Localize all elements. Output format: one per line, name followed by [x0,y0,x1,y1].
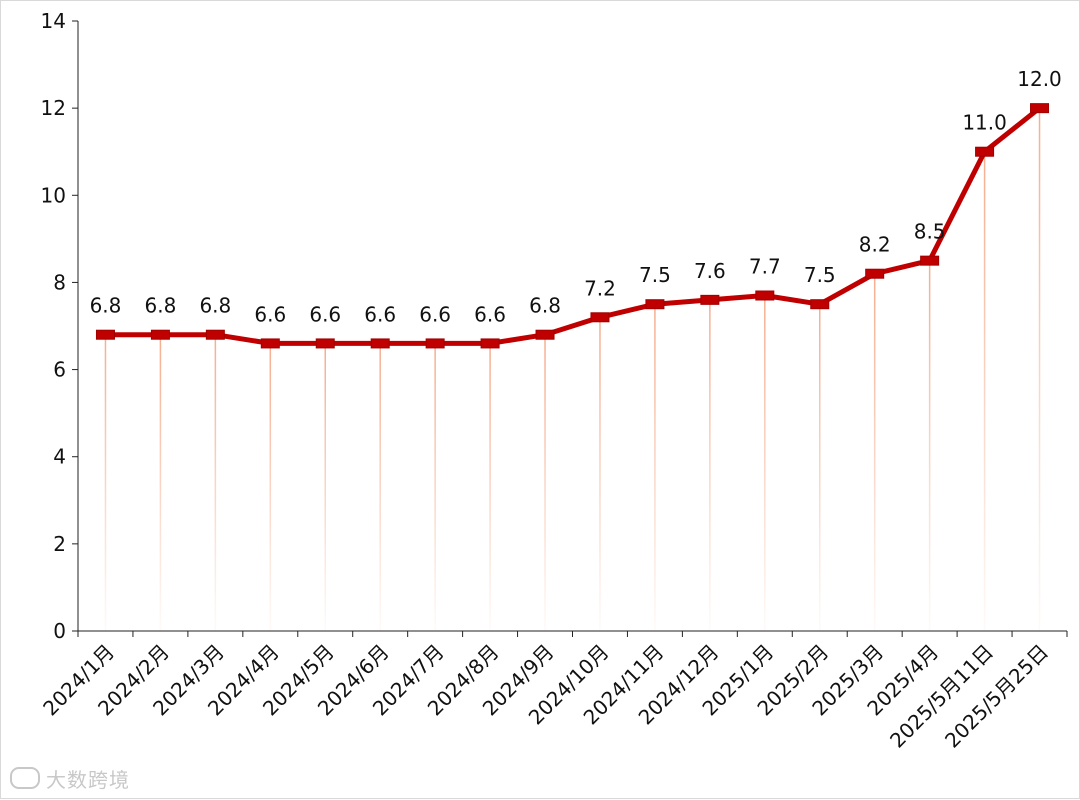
drop-line [928,260,931,631]
data-label: 6.6 [419,302,451,326]
y-tick-label: 12 [41,96,66,120]
data-label: 7.5 [639,263,671,287]
watermark: 大数跨境 [10,764,130,793]
data-label: 6.8 [145,294,177,318]
drop-line [104,334,107,631]
data-label: 11.0 [962,111,1007,135]
data-label: 6.8 [90,294,122,318]
data-label: 7.7 [749,255,781,279]
data-label: 6.6 [254,302,286,326]
data-label: 6.8 [529,294,561,318]
data-label: 8.5 [914,220,946,244]
data-point [755,290,775,301]
drop-line [324,343,326,631]
series-line [103,105,1042,346]
data-point [480,338,500,349]
drop-line [599,317,601,631]
data-point [150,329,170,340]
drop-line [544,334,546,631]
data-label: 12.0 [1017,67,1062,91]
y-tick-label: 0 [53,619,66,643]
drop-line [434,343,436,631]
data-point [920,255,940,266]
y-tick-label: 10 [41,183,66,207]
data-point [865,268,885,279]
drop-line [819,304,821,631]
data-label: 6.6 [309,302,341,326]
data-point [425,338,445,349]
data-point [1030,103,1050,114]
data-point [370,338,390,349]
data-label: 7.6 [694,259,726,283]
data-point [810,299,830,310]
y-tick-label: 8 [53,270,66,294]
data-point [205,329,225,340]
x-ticks: 2024/1月2024/2月2024/3月2024/4月2024/5月2024/… [38,631,1068,753]
y-tick-label: 4 [53,445,66,469]
drop-line [983,151,986,631]
drop-line [269,343,272,631]
data-point [975,146,995,157]
y-ticks: 0 2 4 6 8 10 12 14 [41,9,78,643]
watermark-logo-icon [10,767,40,789]
data-point [95,329,115,340]
data-label: 6.8 [199,294,231,318]
data-point [590,312,610,323]
markers [95,103,1050,349]
data-labels: 6.8 6.8 6.8 6.6 6.6 6.6 6.6 6.6 6.8 7.2 7.5 7.6 7.7 7… [90,67,1062,326]
data-point [700,294,720,305]
data-point [260,338,280,349]
data-point [315,338,335,349]
data-label: 6.6 [364,302,396,326]
data-point [535,329,555,340]
drop-lines [104,108,1041,631]
drop-line [159,334,162,631]
drop-line [1038,108,1041,631]
data-label: 7.2 [584,276,616,300]
data-label: 6.6 [474,302,506,326]
drop-line [654,304,656,631]
drop-line [709,299,711,631]
y-tick-label: 14 [41,9,66,33]
data-label: 7.5 [804,263,836,287]
drop-line [873,273,876,631]
watermark-text: 大数跨境 [46,768,130,792]
drop-line [489,343,491,631]
data-label: 8.2 [859,233,891,257]
drop-line [764,295,766,631]
drop-line [214,334,217,631]
data-point [645,299,665,310]
y-tick-label: 2 [53,532,66,556]
y-tick-label: 6 [53,358,66,382]
drop-line [379,343,381,631]
